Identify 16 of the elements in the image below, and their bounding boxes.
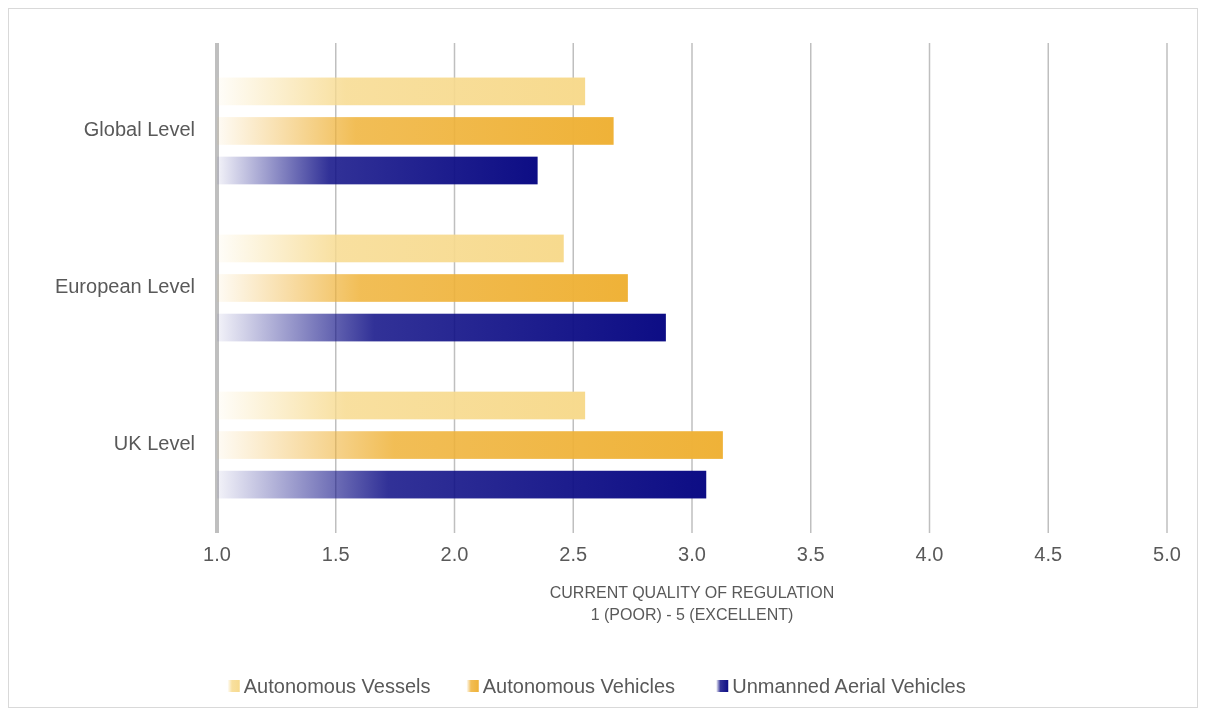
y-tick-label: Global Level	[83, 118, 195, 141]
x-tick-label: 3.0	[678, 543, 706, 565]
y-tick-label: UK Level	[113, 432, 195, 455]
legend-label: Unmanned Aerial Vehicles	[732, 675, 966, 698]
legend-label: Autonomous Vehicles	[482, 675, 676, 698]
legend-label: Autonomous Vessels	[243, 675, 431, 698]
x-tick-label: 3.5	[796, 543, 825, 565]
x-tick-label: 5.0	[1153, 543, 1181, 565]
y-tick-label: European Level	[54, 275, 195, 298]
x-tick-label: 4.5	[1034, 543, 1063, 565]
x-axis-title: CURRENT QUALITY OF REGULATION 1 (POOR) - 5 (EXCELLENT)	[549, 584, 835, 623]
x-tick-label: 1.0	[203, 543, 231, 565]
x-tick-label: 2.5	[559, 543, 588, 565]
x-tick-label: 1.5	[321, 543, 350, 565]
x-tick-label: 2.0	[440, 543, 469, 565]
x-tick-label: 4.0	[915, 543, 944, 565]
